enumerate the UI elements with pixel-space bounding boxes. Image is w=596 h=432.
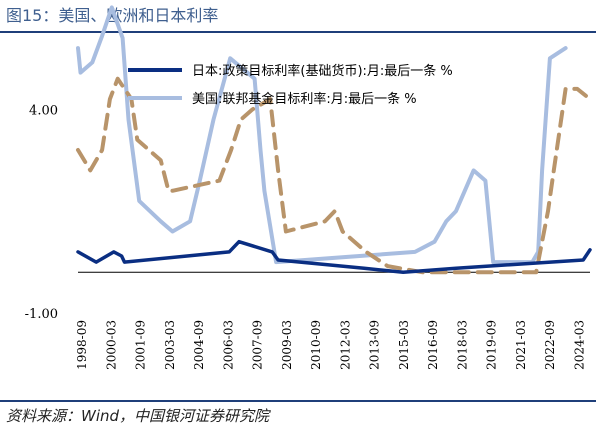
series-line-0 xyxy=(76,239,592,275)
x-tick-label: 2000-03 xyxy=(104,320,118,370)
x-tick-label: 2021-03 xyxy=(514,320,528,370)
series-layer xyxy=(76,5,592,275)
x-tick-label: 2022-09 xyxy=(543,320,557,370)
source-note: 资料来源：Wind，中国银河证券研究院 xyxy=(6,407,270,425)
x-tick-label: 2012-03 xyxy=(338,320,352,370)
x-tick-label: 2004-09 xyxy=(192,320,206,370)
y-tick-label: -1.00 xyxy=(25,307,58,322)
x-tick-label: 2019-09 xyxy=(485,320,499,370)
x-tick-label: 2007-09 xyxy=(251,320,265,370)
x-tick-label: 2009-03 xyxy=(280,320,294,370)
x-tick-label: 2010-09 xyxy=(309,320,323,370)
title-divider xyxy=(0,31,596,33)
x-tick-label: 2013-09 xyxy=(368,320,382,370)
x-tick-label: 2018-03 xyxy=(455,320,469,370)
x-tick-label: 2024-03 xyxy=(572,320,586,370)
chart-legend: 日本:政策目标利率(基础货币):月:最后一条 % 美国:联邦基金目标利率:月:最后… xyxy=(128,63,453,107)
series-line-2 xyxy=(76,76,592,275)
x-tick-label: 1998-09 xyxy=(75,320,89,370)
page-title: 图15：美国、欧洲和日本利率 xyxy=(6,6,219,25)
x-tick-label: 2006-03 xyxy=(221,320,235,370)
chart-area: 4.00 -1.00 1998-09 2000-03 2001-09 2003-03 200… xyxy=(25,5,592,370)
y-tick-label: 4.00 xyxy=(29,103,58,118)
x-tick-label: 2015-03 xyxy=(397,320,411,370)
chart-axes: 4.00 -1.00 1998-09 2000-03 2001-09 2003-03 200… xyxy=(25,103,590,370)
x-tick-label: 2003-03 xyxy=(163,320,177,370)
legend-label-1: 美国:联邦基金目标利率:月:最后一条 % xyxy=(192,91,417,107)
legend-label-0: 日本:政策目标利率(基础货币):月:最后一条 % xyxy=(192,63,453,79)
x-tick-label: 2016-09 xyxy=(426,320,440,370)
x-tick-label: 2001-09 xyxy=(134,320,148,370)
source-divider xyxy=(0,400,596,402)
series-line-1 xyxy=(76,5,568,265)
